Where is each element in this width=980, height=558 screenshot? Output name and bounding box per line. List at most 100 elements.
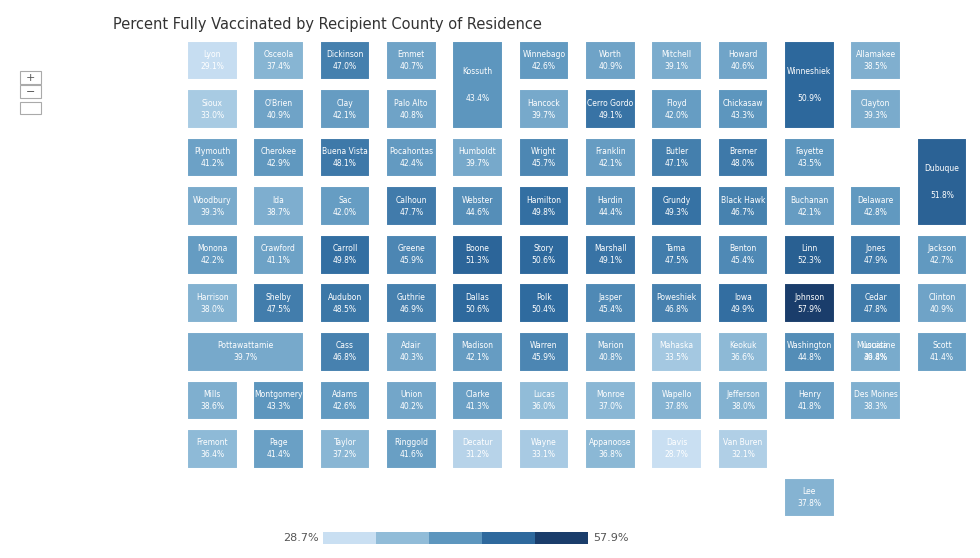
Text: +: + <box>25 73 35 83</box>
Text: 57.9%: 57.9% <box>593 533 628 543</box>
Text: Osceola: Osceola <box>264 50 294 59</box>
Bar <box>851 186 901 226</box>
Text: Chickasaw: Chickasaw <box>722 99 763 108</box>
Text: Emmet: Emmet <box>398 50 425 59</box>
Text: Decatur: Decatur <box>463 439 493 448</box>
Bar <box>784 138 835 177</box>
Text: Harrison: Harrison <box>196 293 228 302</box>
Bar <box>652 429 702 469</box>
Bar <box>916 332 967 372</box>
Text: 46.9%: 46.9% <box>399 305 423 314</box>
Text: Palo Alto: Palo Alto <box>395 99 428 108</box>
Text: Johnson: Johnson <box>794 293 824 302</box>
Text: Marion: Marion <box>597 341 623 350</box>
Bar <box>386 429 436 469</box>
Bar <box>585 41 636 80</box>
Bar <box>386 186 436 226</box>
Text: Wright: Wright <box>531 147 557 156</box>
Text: 41.3%: 41.3% <box>466 402 490 411</box>
Bar <box>518 89 569 129</box>
Bar <box>187 429 237 469</box>
Text: 47.1%: 47.1% <box>664 159 689 168</box>
Bar <box>916 138 967 226</box>
Text: Dubuque: Dubuque <box>924 164 959 173</box>
Text: 45.9%: 45.9% <box>399 256 423 265</box>
Text: 36.6%: 36.6% <box>731 353 755 362</box>
Text: 28.7%: 28.7% <box>664 450 689 459</box>
Text: 49.9%: 49.9% <box>731 305 755 314</box>
Text: Cherokee: Cherokee <box>261 147 297 156</box>
Text: Clarke: Clarke <box>466 390 490 399</box>
Text: Ringgold: Ringgold <box>394 439 428 448</box>
Text: 37.2%: 37.2% <box>333 450 357 459</box>
Text: Appanoose: Appanoose <box>589 439 631 448</box>
Bar <box>187 332 304 372</box>
Text: Iowa: Iowa <box>734 293 752 302</box>
Text: Cass: Cass <box>336 341 354 350</box>
Text: Winneshiek: Winneshiek <box>787 67 831 76</box>
Bar <box>452 186 503 226</box>
Bar <box>851 283 901 323</box>
Text: 39.1%: 39.1% <box>664 62 689 71</box>
Text: 47.5%: 47.5% <box>664 256 689 265</box>
Text: 50.6%: 50.6% <box>466 305 490 314</box>
Bar <box>717 429 768 469</box>
Text: Clayton: Clayton <box>860 99 890 108</box>
Bar <box>652 235 702 275</box>
Text: Dallas: Dallas <box>466 293 489 302</box>
Text: 42.9%: 42.9% <box>267 159 290 168</box>
Text: Lucas: Lucas <box>533 390 555 399</box>
Bar <box>319 89 370 129</box>
Text: Boone: Boone <box>466 244 489 253</box>
Text: 50.4%: 50.4% <box>532 305 556 314</box>
Text: 38.3%: 38.3% <box>863 402 888 411</box>
Text: 33.1%: 33.1% <box>532 450 556 459</box>
Text: 37.8%: 37.8% <box>798 499 821 508</box>
Text: 38.6%: 38.6% <box>200 402 224 411</box>
Text: 48.1%: 48.1% <box>333 159 357 168</box>
Text: Winnebago: Winnebago <box>522 50 565 59</box>
Bar <box>386 283 436 323</box>
Text: Cedar: Cedar <box>864 293 887 302</box>
Text: 38.0%: 38.0% <box>200 305 224 314</box>
Text: 46.7%: 46.7% <box>731 208 755 217</box>
Bar <box>319 332 370 372</box>
Bar <box>585 186 636 226</box>
Text: 43.3%: 43.3% <box>267 402 291 411</box>
Bar <box>851 89 901 129</box>
Bar <box>253 381 304 420</box>
Text: Howard: Howard <box>728 50 758 59</box>
Bar <box>784 332 835 372</box>
Text: Wapello: Wapello <box>662 390 692 399</box>
Text: Mahaska: Mahaska <box>660 341 694 350</box>
Bar <box>585 235 636 275</box>
Text: Mills: Mills <box>204 390 221 399</box>
Bar <box>319 381 370 420</box>
Text: 46.8%: 46.8% <box>863 353 888 362</box>
Bar <box>253 283 304 323</box>
Bar <box>429 532 482 544</box>
Text: Story: Story <box>534 244 554 253</box>
Text: 51.8%: 51.8% <box>930 191 954 200</box>
Bar <box>452 429 503 469</box>
Text: 40.7%: 40.7% <box>399 62 423 71</box>
Text: 42.1%: 42.1% <box>798 208 821 217</box>
Text: Pottawattamie: Pottawattamie <box>218 341 273 350</box>
Text: 29.1%: 29.1% <box>200 62 224 71</box>
Text: 49.1%: 49.1% <box>598 256 622 265</box>
Text: Worth: Worth <box>599 50 621 59</box>
Text: 45.9%: 45.9% <box>532 353 556 362</box>
Text: Fremont: Fremont <box>196 439 228 448</box>
Bar <box>452 138 503 177</box>
Bar <box>253 429 304 469</box>
Text: 47.8%: 47.8% <box>863 305 888 314</box>
Text: 42.1%: 42.1% <box>466 353 489 362</box>
Text: Sioux: Sioux <box>202 99 222 108</box>
Bar <box>452 332 503 372</box>
Text: Dickinson: Dickinson <box>326 50 364 59</box>
Text: Hancock: Hancock <box>527 99 561 108</box>
Text: Washington: Washington <box>787 341 832 350</box>
Text: 44.4%: 44.4% <box>598 208 622 217</box>
Text: 49.1%: 49.1% <box>598 110 622 119</box>
Bar <box>452 235 503 275</box>
